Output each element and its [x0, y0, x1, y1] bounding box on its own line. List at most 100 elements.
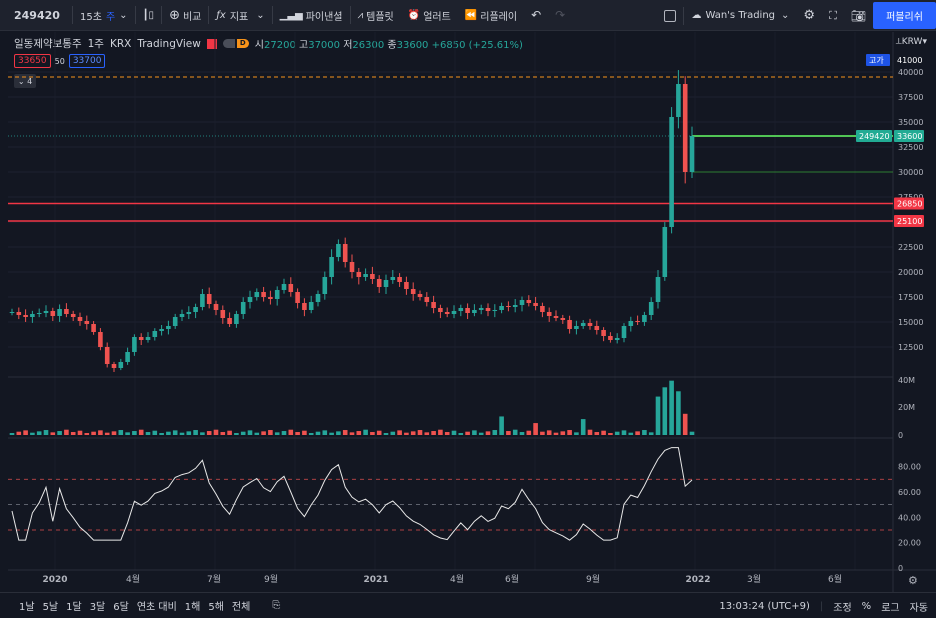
legend-exchange: KRX	[109, 37, 132, 50]
candle-body	[132, 337, 137, 352]
auto-toggle[interactable]: 자동	[909, 602, 928, 614]
snapshot-button[interactable]: 📷︎	[844, 0, 873, 31]
candle-body	[560, 318, 566, 320]
publish-button[interactable]: 퍼블리쉬	[873, 2, 936, 29]
range-all[interactable]: 전체	[231, 602, 251, 613]
candle-body	[261, 292, 266, 297]
volume-bar	[23, 430, 28, 435]
flag-icon[interactable]	[206, 38, 217, 49]
volume-bar	[247, 430, 253, 435]
market-status-pill[interactable]: D	[222, 39, 249, 48]
square-icon	[664, 9, 677, 22]
candle-body	[342, 244, 348, 262]
clock-time[interactable]: 13:03:24 (UTC+9)	[719, 600, 810, 612]
fullscreen-button[interactable]: ⛶	[822, 0, 844, 31]
volume-bar	[193, 430, 198, 435]
chart-area[interactable]: 4000037500350003250030000275002500022500…	[0, 32, 936, 592]
rsi-line	[11, 447, 693, 541]
candle-body	[227, 318, 232, 324]
symbol-tag: 249420	[859, 132, 890, 141]
price-axis[interactable]: 4000037500350003250030000275002500022500…	[898, 68, 923, 352]
time-tick-label: 9월	[586, 573, 600, 585]
candle-body	[77, 317, 83, 321]
volume-bar	[397, 430, 402, 435]
volume-bar	[220, 432, 226, 435]
volume-bar	[506, 431, 511, 435]
volume-bar	[30, 432, 35, 435]
range-1m[interactable]: 1달	[66, 602, 82, 613]
currency-selector[interactable]: ⟂KRW▾	[896, 37, 927, 47]
ask-button[interactable]: 33700	[68, 54, 106, 68]
templates-icon: ⩘	[357, 9, 364, 21]
range-5y[interactable]: 5해	[208, 602, 224, 613]
range-1d[interactable]: 1날	[19, 602, 35, 613]
divider: |	[819, 600, 824, 612]
close-value: 33600	[396, 40, 429, 51]
log-toggle[interactable]: 로그	[881, 602, 900, 614]
range-5d[interactable]: 5날	[42, 602, 59, 613]
chart-type-button[interactable]: ┃▯	[136, 0, 162, 31]
candle-body	[567, 320, 572, 329]
time-tick-label: 4월	[450, 573, 464, 585]
layout-name-button[interactable]: ☁ Wan's Trading ⌄	[684, 0, 796, 31]
volume-bar	[274, 432, 280, 435]
redo-button[interactable]: ↷	[548, 0, 572, 31]
range-ytd[interactable]: 연초 대비	[136, 602, 177, 613]
range-3m[interactable]: 3달	[89, 602, 106, 613]
candle-body	[247, 297, 253, 302]
symbol-search[interactable]: 249420	[14, 8, 60, 22]
settings-button[interactable]: ⚙	[796, 0, 822, 31]
candle-body	[159, 329, 164, 331]
financials-button[interactable]: ▁▃▅ 파이낸셜	[273, 0, 350, 31]
interval-selector[interactable]: 15초 주 ⌄	[73, 0, 135, 31]
bottom-toolbar: 1날 5날 1달 3달 6달 연초 대비 1해 5해 전체 ⎘ 13:03:24…	[0, 592, 936, 618]
compare-button[interactable]: ⊕ 비교	[162, 0, 208, 31]
candle-body	[315, 294, 321, 302]
volume-bar	[16, 431, 22, 435]
volume-bar	[410, 431, 416, 435]
volume-bar	[642, 430, 647, 435]
adjust-toggle[interactable]: 조정	[833, 602, 852, 614]
candle-body	[431, 302, 436, 308]
volume-bar	[268, 430, 273, 435]
gear-icon[interactable]: ⚙	[908, 574, 918, 587]
indicators-button[interactable]: ƒx 지표 ⌄	[209, 0, 271, 31]
volume-tick-label: 20M	[898, 403, 915, 412]
undo-button[interactable]: ↶	[524, 0, 548, 31]
candle-body	[506, 306, 511, 307]
candle-body	[444, 312, 450, 314]
range-1y[interactable]: 1해	[184, 602, 201, 613]
candle-body	[546, 312, 552, 316]
price-tick-label: 37500	[898, 93, 923, 102]
legend-symbol-name[interactable]: 일동제약보통주	[14, 38, 82, 50]
cloud-icon: ☁	[691, 10, 702, 21]
financials-label: 파이낸셜	[305, 11, 343, 23]
bid-button[interactable]: 33650	[14, 54, 51, 68]
currency-label: KRW	[901, 37, 923, 47]
date-range-button[interactable]: ⎘	[268, 600, 284, 611]
candle-body	[138, 337, 144, 340]
templates-button[interactable]: ⩘ 템플릿	[351, 0, 401, 31]
chevron-down-icon: ▾	[922, 37, 927, 47]
volume-bar	[302, 430, 307, 435]
volume-bar	[77, 430, 83, 435]
alert-button[interactable]: ⏰ 얼러트	[401, 0, 458, 31]
time-axis[interactable]: 2020 4월 7월 9월 2021 4월 6월 9월 2022 3월 6월	[42, 573, 842, 585]
replay-button[interactable]: ⏪ 리플레이	[458, 0, 524, 31]
candle-body	[519, 300, 525, 305]
layout-toggle-button[interactable]	[657, 0, 683, 31]
range-6m[interactable]: 6달	[113, 602, 129, 613]
percent-toggle[interactable]: %	[861, 600, 872, 612]
volume-bar	[281, 431, 287, 435]
volume-bar	[370, 432, 375, 435]
templates-label: 템플릿	[366, 11, 394, 23]
candle-body	[125, 352, 130, 362]
candle-body	[655, 277, 661, 302]
volume-bar	[322, 430, 328, 435]
high-tag-label-bg	[866, 54, 890, 66]
volume-bar	[533, 423, 538, 435]
candle-body	[220, 310, 226, 318]
time-tick-label: 2020	[42, 575, 67, 585]
candle-body	[485, 308, 491, 311]
volume-bar	[166, 431, 171, 435]
